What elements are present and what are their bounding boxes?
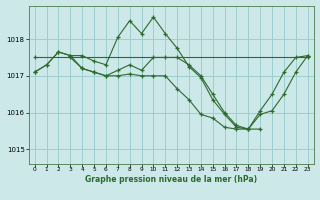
- X-axis label: Graphe pression niveau de la mer (hPa): Graphe pression niveau de la mer (hPa): [85, 175, 257, 184]
